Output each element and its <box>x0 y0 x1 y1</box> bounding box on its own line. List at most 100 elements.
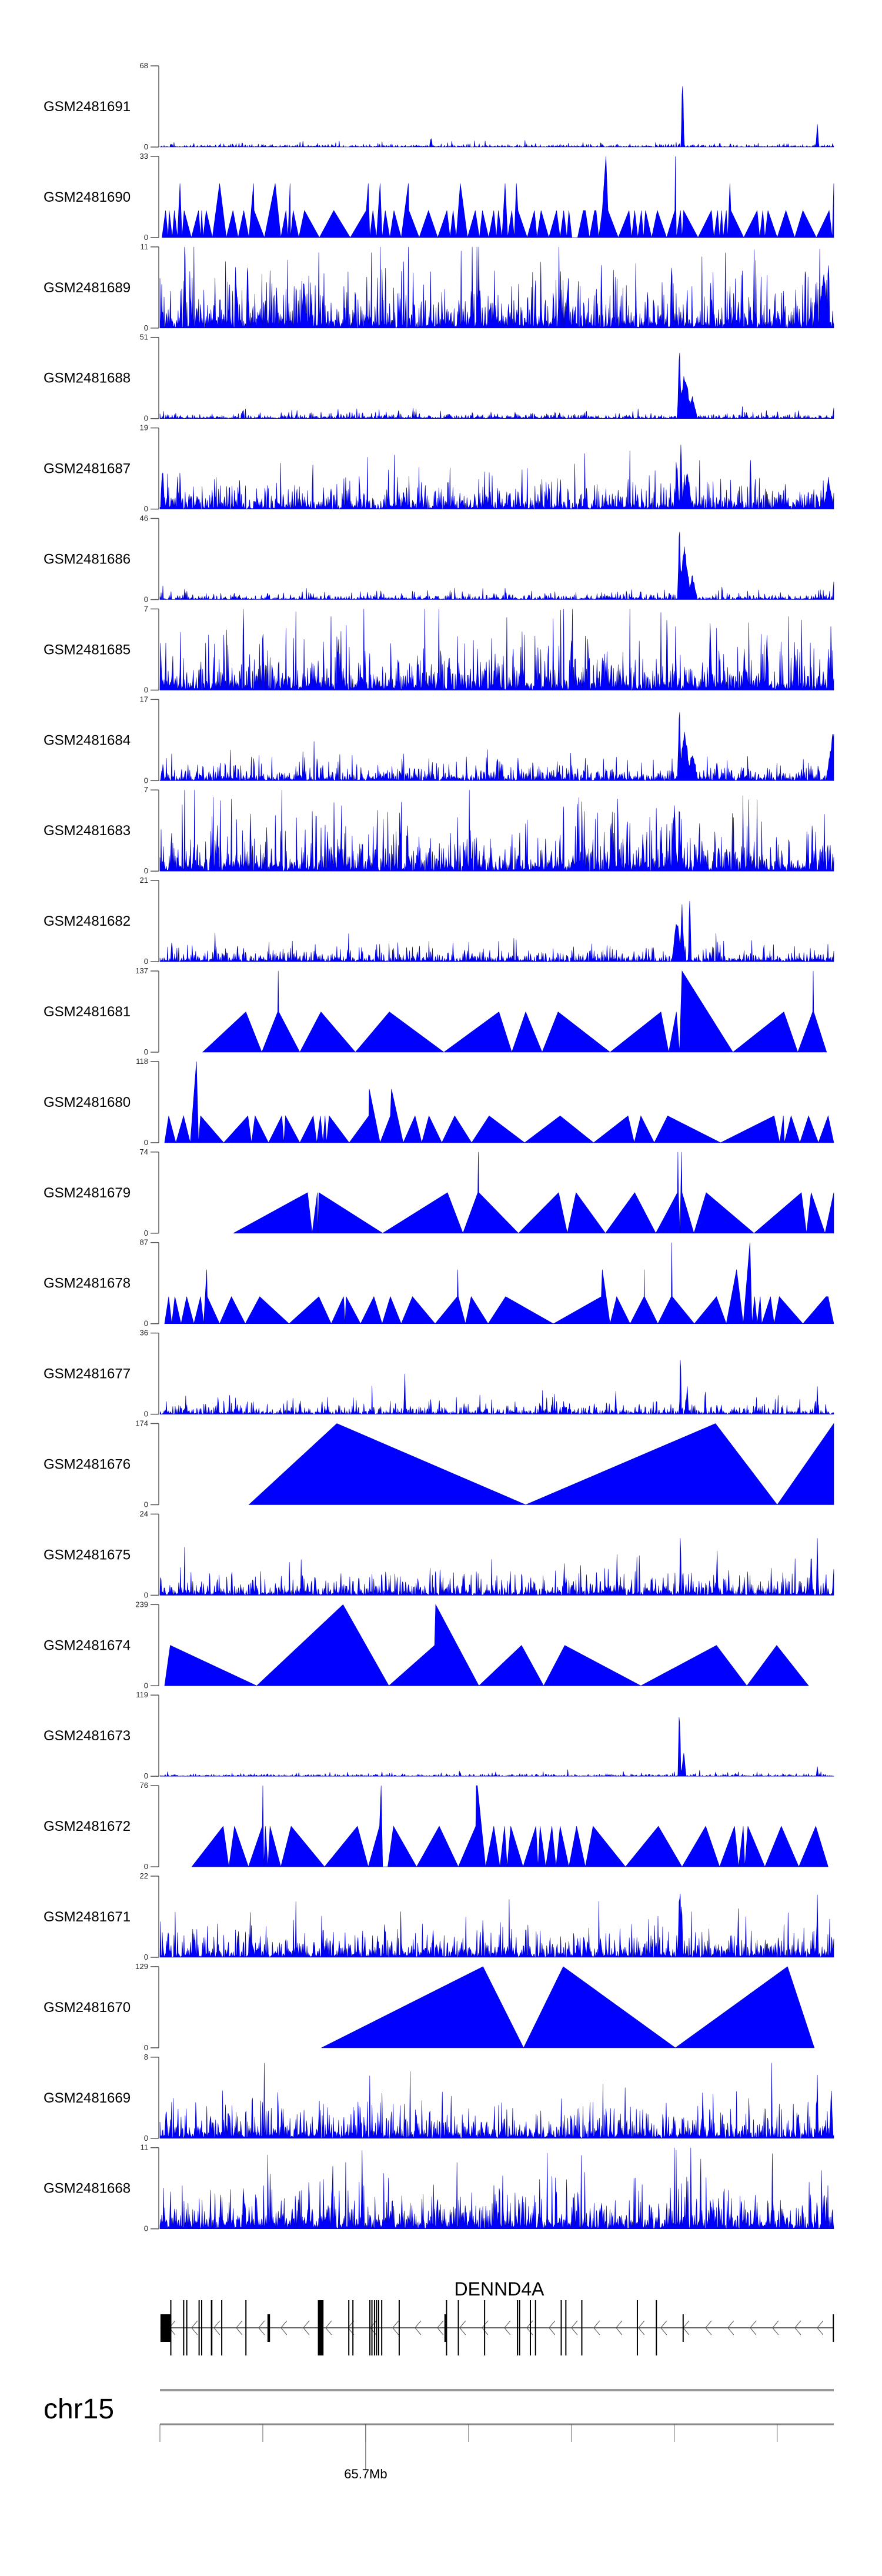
strand-arrow-icon <box>549 2320 556 2335</box>
exon <box>198 2300 200 2355</box>
exon <box>682 2314 684 2342</box>
track-GSM2481671: GSM2481671 22 0 <box>44 1871 834 1961</box>
track-GSM2481678: GSM2481678 87 0 <box>44 1238 834 1328</box>
signal-area <box>159 246 834 329</box>
y-axis-max-label: 137 <box>135 966 148 975</box>
exon <box>529 2300 531 2355</box>
track-label: GSM2481669 <box>44 2090 131 2106</box>
exon <box>377 2300 379 2355</box>
track-label: GSM2481689 <box>44 280 131 296</box>
track-GSM2481680: GSM2481680 118 0 <box>44 1057 834 1147</box>
exon <box>352 2300 354 2355</box>
y-axis-max-label: 8 <box>144 2053 148 2061</box>
track-GSM2481675: GSM2481675 24 0 <box>44 1509 834 1599</box>
exon <box>183 2300 185 2355</box>
signal-area <box>159 1538 834 1596</box>
exon <box>636 2300 638 2355</box>
y-axis-min-label: 0 <box>144 2043 148 2052</box>
track-label: GSM2481679 <box>44 1185 131 1201</box>
signal-area <box>233 1152 834 1234</box>
exon <box>373 2300 375 2355</box>
strand-arrow-icon <box>772 2320 779 2335</box>
track-label: GSM2481687 <box>44 461 131 477</box>
exon <box>201 2300 202 2355</box>
exon <box>170 2300 172 2355</box>
signal-area <box>321 1966 815 2048</box>
y-axis-min-label: 0 <box>144 233 148 242</box>
y-axis-min-label: 0 <box>144 1500 148 1509</box>
exon <box>484 2300 486 2355</box>
y-axis-max-label: 33 <box>140 152 148 161</box>
track-label: GSM2481678 <box>44 1276 131 1292</box>
y-axis-min-label: 0 <box>144 2224 148 2233</box>
track-label: GSM2481683 <box>44 823 131 839</box>
strand-arrow-icon <box>280 2320 288 2335</box>
strand-arrow-icon <box>593 2320 600 2335</box>
exon <box>519 2300 520 2355</box>
track-label: GSM2481676 <box>44 1457 131 1473</box>
strand-arrow-icon <box>213 2320 220 2335</box>
strand-arrow-icon <box>482 2320 489 2335</box>
track-GSM2481673: GSM2481673 119 0 <box>44 1690 834 1780</box>
y-axis-max-label: 46 <box>140 514 148 523</box>
y-axis-min-label: 0 <box>144 414 148 423</box>
track-GSM2481688: GSM2481688 51 0 <box>44 333 834 423</box>
y-axis-min-label: 0 <box>144 142 148 151</box>
y-axis-max-label: 7 <box>144 785 148 794</box>
exon <box>833 2314 834 2342</box>
track-GSM2481691: GSM2481691 68 0 <box>44 61 834 151</box>
track-label: GSM2481681 <box>44 1004 131 1020</box>
y-axis-max-label: 74 <box>140 1147 148 1156</box>
y-axis-min-label: 0 <box>144 1590 148 1599</box>
strand-arrow-icon <box>415 2320 422 2335</box>
signal-area <box>159 2147 834 2230</box>
exon <box>376 2300 377 2355</box>
signal-area <box>159 445 834 510</box>
y-axis-max-label: 174 <box>135 1419 148 1428</box>
track-label: GSM2481684 <box>44 732 131 748</box>
y-axis-max-label: 51 <box>140 333 148 342</box>
y-axis-max-label: 22 <box>140 1871 148 1880</box>
track-GSM2481683: GSM2481683 7 0 <box>44 785 834 875</box>
track-GSM2481670: GSM2481670 129 0 <box>44 1962 815 2052</box>
exon <box>381 2300 383 2355</box>
strand-arrow-icon <box>705 2320 712 2335</box>
y-axis-max-label: 11 <box>141 2143 149 2152</box>
exon <box>560 2300 562 2355</box>
y-axis-max-label: 17 <box>140 695 148 703</box>
y-axis-max-label: 7 <box>144 604 148 613</box>
track-label: GSM2481680 <box>44 1095 131 1110</box>
y-axis-min-label: 0 <box>144 776 148 785</box>
exon <box>517 2300 519 2355</box>
chromosome-label: chr15 <box>44 2394 114 2425</box>
track-GSM2481687: GSM2481687 19 0 <box>44 423 834 513</box>
track-GSM2481676: GSM2481676 174 0 <box>44 1419 834 1509</box>
gene-track: DENND4A <box>160 2278 834 2355</box>
track-GSM2481679: GSM2481679 74 0 <box>44 1147 834 1237</box>
strand-arrow-icon <box>258 2320 265 2335</box>
y-axis-min-label: 0 <box>144 1138 148 1147</box>
exon <box>581 2300 583 2355</box>
track-label: GSM2481674 <box>44 1637 131 1653</box>
exon <box>369 2300 371 2355</box>
y-axis-min-label: 0 <box>144 1319 148 1328</box>
y-axis-min-label: 0 <box>144 1953 148 1961</box>
strand-arrow-icon <box>504 2320 511 2335</box>
y-axis-min-label: 0 <box>144 595 148 604</box>
y-axis-max-label: 239 <box>135 1600 148 1609</box>
axis-tick-label: 65.7Mb <box>344 2467 387 2481</box>
y-axis-max-label: 119 <box>136 1690 148 1699</box>
strand-arrow-icon <box>325 2320 332 2335</box>
track-label: GSM2481673 <box>44 1728 131 1744</box>
strand-arrow-icon <box>191 2320 198 2335</box>
exon <box>348 2300 350 2355</box>
strand-arrow-icon <box>817 2320 824 2335</box>
strand-arrow-icon <box>794 2320 801 2335</box>
signal-area <box>162 156 834 239</box>
signal-area <box>164 1242 834 1324</box>
strand-arrow-icon <box>459 2320 466 2335</box>
y-axis-max-label: 129 <box>135 1962 148 1971</box>
y-axis-max-label: 68 <box>140 61 148 70</box>
signal-area <box>159 86 834 148</box>
